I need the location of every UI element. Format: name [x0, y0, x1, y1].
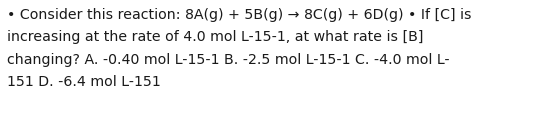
Text: increasing at the rate of 4.0 mol L-15-1, at what rate is [B]: increasing at the rate of 4.0 mol L-15-1…: [7, 30, 424, 44]
Text: 151 D. -6.4 mol L-151: 151 D. -6.4 mol L-151: [7, 75, 161, 89]
Text: changing? A. -0.40 mol L-15-1 B. -2.5 mol L-15-1 C. -4.0 mol L-: changing? A. -0.40 mol L-15-1 B. -2.5 mo…: [7, 53, 450, 67]
Text: • Consider this reaction: 8A(g) + 5B(g) → 8C(g) + 6D(g) • If [C] is: • Consider this reaction: 8A(g) + 5B(g) …: [7, 8, 472, 22]
